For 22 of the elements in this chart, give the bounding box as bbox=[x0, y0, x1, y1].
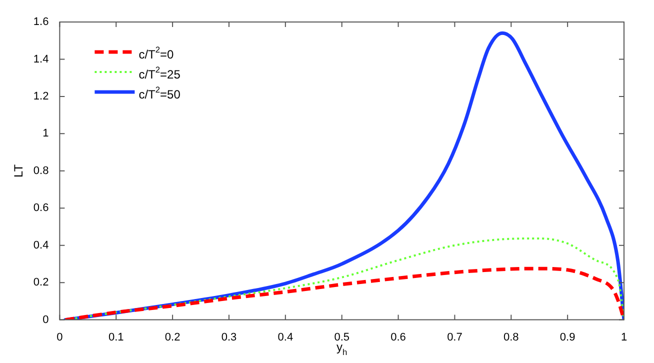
x-tick-label: 0 bbox=[56, 331, 63, 344]
line-series bbox=[64, 266, 624, 320]
y-tick-label: 1.6 bbox=[33, 16, 49, 28]
y-tick-label: 0.4 bbox=[33, 239, 49, 252]
x-tick-label: 0.1 bbox=[108, 331, 124, 344]
x-tick-label: 0.4 bbox=[278, 331, 294, 344]
y-tick-label: 1.4 bbox=[33, 53, 49, 66]
y-tick-label: 1.2 bbox=[33, 90, 49, 102]
y-tick-label: 0.6 bbox=[33, 202, 49, 214]
x-tick-label: 0.8 bbox=[503, 331, 519, 344]
y-tick-label: 0 bbox=[42, 314, 49, 326]
y-axis-title: LT bbox=[12, 164, 26, 178]
x-tick-label: 0.5 bbox=[334, 331, 350, 344]
x-tick-label: 1 bbox=[620, 331, 628, 344]
x-tick-label: 0.3 bbox=[221, 331, 237, 344]
y-tick-label: 0.2 bbox=[33, 276, 49, 289]
x-tick-label: 0.2 bbox=[164, 331, 180, 344]
x-tick-label: 0.6 bbox=[390, 331, 406, 344]
x-tick-label: 0.9 bbox=[560, 331, 576, 344]
x-tick-label: 0.7 bbox=[447, 331, 462, 344]
y-tick-label: 1 bbox=[42, 128, 49, 140]
y-tick-label: 0.8 bbox=[33, 164, 49, 177]
